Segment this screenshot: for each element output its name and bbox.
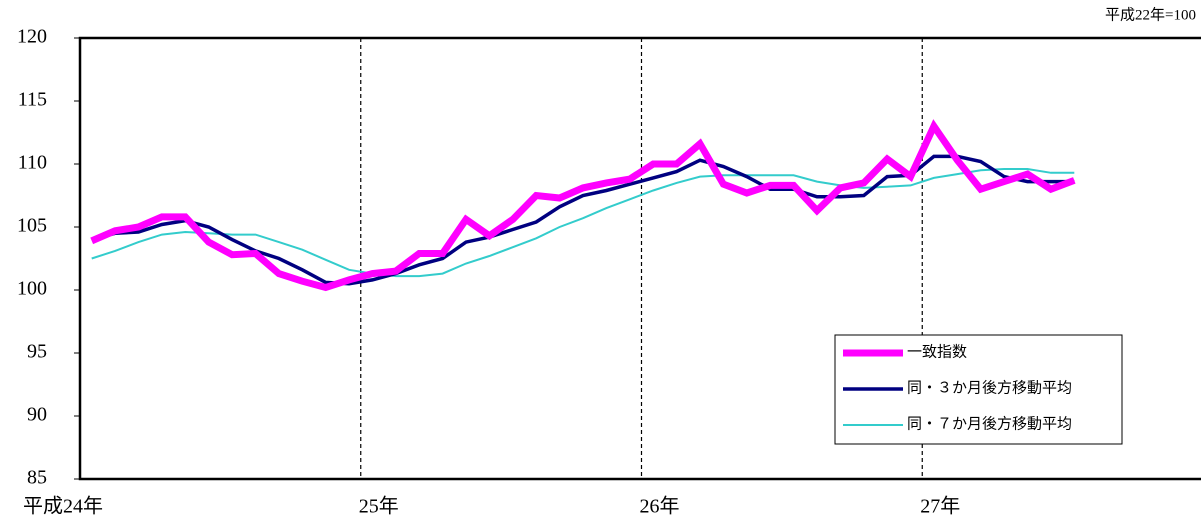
unit-note: 平成22年=100 xyxy=(1105,6,1196,23)
series-line xyxy=(90,119,1076,292)
y-tick-label: 110 xyxy=(18,152,47,174)
legend-label: 同・７か月後方移動平均 xyxy=(907,415,1072,432)
x-tick-label: 平成24年 xyxy=(23,495,103,518)
y-tick-label: 115 xyxy=(18,89,47,111)
y-tick-label: 105 xyxy=(17,215,47,237)
x-tick-label: 27年 xyxy=(920,495,960,518)
y-tick-label: 85 xyxy=(27,467,47,489)
x-tick-label: 26年 xyxy=(640,495,680,518)
series-line xyxy=(91,168,1075,278)
x-tick-label: 25年 xyxy=(359,495,399,518)
y-tick-label: 120 xyxy=(17,26,47,48)
legend-label: 同・３か月後方移動平均 xyxy=(907,379,1072,396)
y-tick-label: 95 xyxy=(27,341,47,363)
series-line xyxy=(91,154,1075,286)
y-tick-label: 90 xyxy=(27,404,47,426)
plot-frame xyxy=(78,36,1201,481)
y-tick-label: 100 xyxy=(17,278,47,300)
legend-label: 一致指数 xyxy=(907,343,967,360)
